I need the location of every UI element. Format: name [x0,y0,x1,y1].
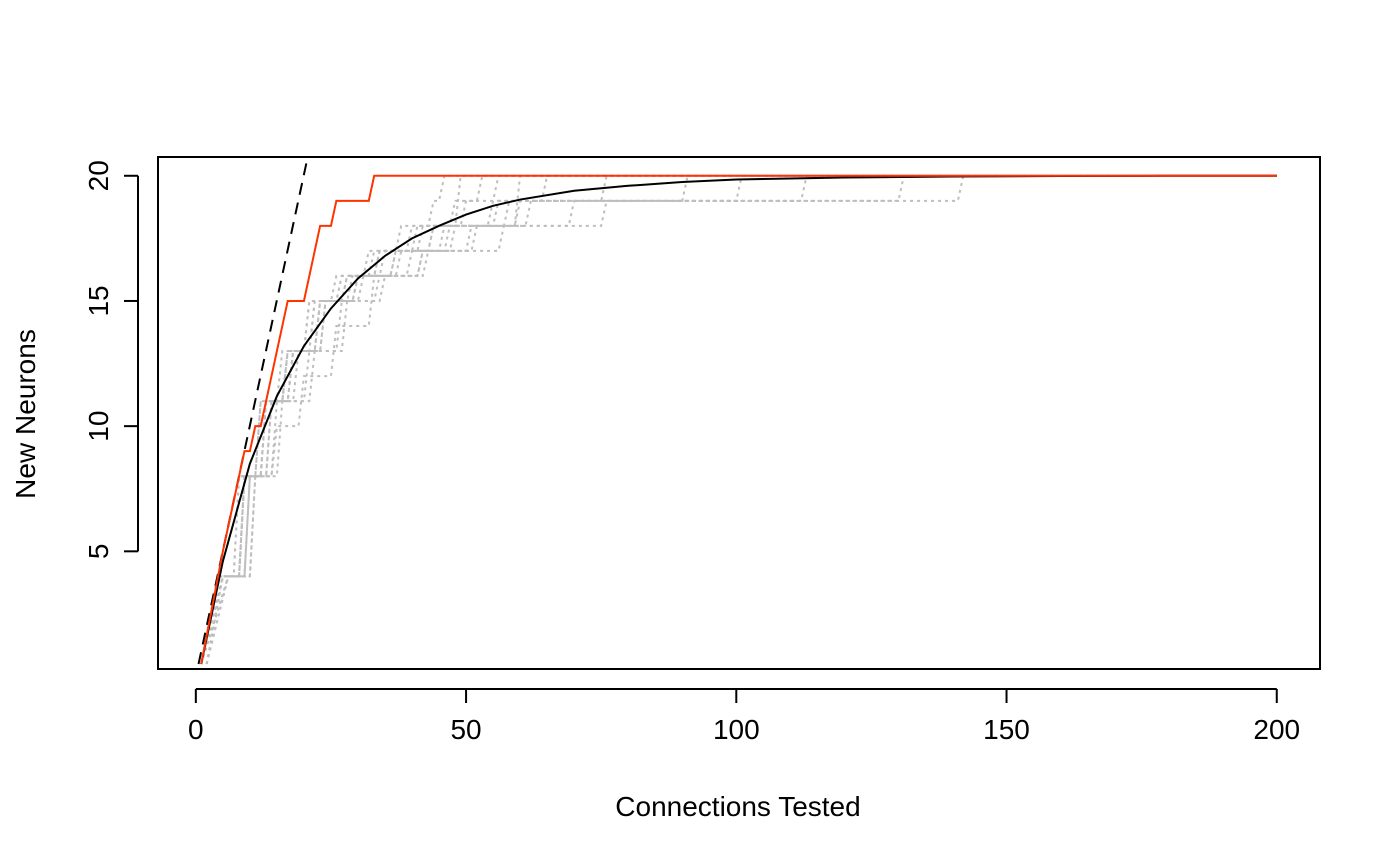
simulation-curve-4 [205,174,1277,665]
max-step-curve [200,174,1277,665]
simulation-curve-9 [200,174,1277,665]
x-axis: 0 50 100 150 200 [188,688,1300,745]
simulation-curve-11 [200,174,1277,665]
x-tick-label: 200 [1253,714,1300,745]
plot-frame [157,156,1321,670]
x-axis-label: Connections Tested [615,791,860,822]
y-axis-label: New Neurons [10,329,41,499]
simulation-curve-7 [205,174,1277,665]
x-tick-label: 0 [188,714,204,745]
plot-area [197,157,1277,665]
y-axis: 5 10 15 20 [83,160,139,560]
x-tick-label: 100 [713,714,760,745]
simulation-curve-10 [205,174,1277,665]
simulation-curve-5 [200,174,1277,665]
y-tick-label: 5 [83,544,114,560]
x-tick-label: 150 [983,714,1030,745]
y-tick-label: 15 [83,285,114,316]
simulation-curve-8 [200,174,1277,665]
simulation-curve-12 [200,174,1277,665]
simulation-curve-6 [200,174,1277,665]
simulation-curve-2 [205,174,1277,665]
y-tick-label: 20 [83,160,114,191]
y-tick-label: 10 [83,411,114,442]
simulation-curve-3 [200,174,1277,665]
simulation-curve-1 [200,174,1277,665]
x-tick-label: 50 [450,714,481,745]
expected-curve [200,174,1277,665]
